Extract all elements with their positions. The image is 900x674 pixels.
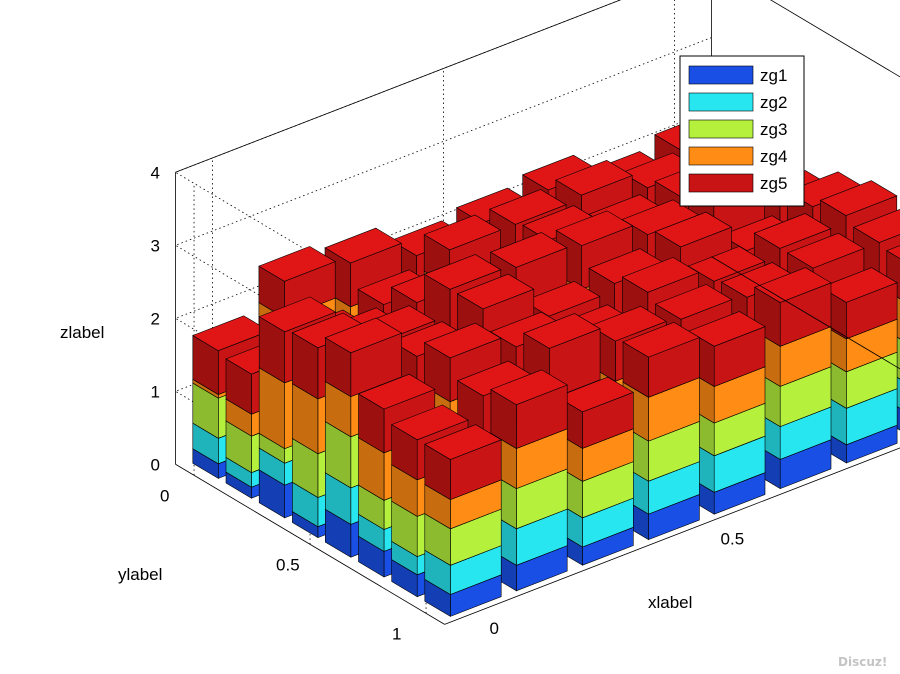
legend-label: zg3 [760,120,787,139]
bar-face-top [489,189,567,225]
axes-edge [444,447,900,625]
legend-swatch [688,119,754,139]
x-axis-label: xlabel [648,593,692,612]
bar-face-top [555,159,633,196]
bar-face-top [391,404,469,441]
legend-swatch [688,173,754,193]
bar-face-top [489,232,568,268]
bar-face-top [258,296,337,333]
x-tick-label: 0 [490,619,499,638]
y-tick-label: 0.5 [276,555,300,574]
bar-face-top [687,246,766,282]
legend-swatch [688,92,754,112]
z-tick-label: 4 [150,163,159,182]
bar-face-top [886,245,900,259]
bar-face-top [589,305,667,342]
legend-label: zg4 [760,147,787,166]
legend: zg1 zg2 zg3 zg4 zg5 [679,55,805,207]
bar-face-top [423,322,502,359]
bar-face-top [555,210,634,246]
bar-face-top [786,232,865,269]
legend-label: zg5 [760,174,787,193]
legend-label: zg2 [760,93,787,112]
bar-face-top [523,313,601,349]
bar-face-top [258,246,336,282]
bar-face-top [456,273,535,310]
bar-face-top [357,373,436,410]
bar-face-top [654,284,733,320]
bar-face-top [622,321,701,358]
bar-face-top [423,254,502,290]
bar-face-top [423,214,502,251]
axes-edge [770,0,900,78]
bar-face-top [819,180,898,216]
legend-label: zg1 [760,66,787,85]
bar-segment [490,369,568,450]
bar-face-top [621,257,700,293]
bar-segment [324,317,403,398]
bar-face-top [324,317,403,354]
z-tick-label: 1 [150,382,159,401]
z-axis-label: zlabel [60,323,104,342]
axes-box-front [444,256,900,625]
bar-face-top [522,280,601,317]
bar-face-top [687,311,766,347]
y-tick-label: 0 [160,486,169,505]
y-axis-label: ylabel [118,565,162,584]
bar-face-top [853,209,900,243]
bar-face-top [424,424,502,460]
bar-segment [622,321,701,398]
bar-face-top [820,267,898,303]
bar-segment [424,424,502,501]
bar-face-top [324,227,402,264]
z-tick-label: 2 [150,309,159,328]
bar-face-top [556,376,634,413]
z-tick-label: 0 [150,455,159,474]
legend-swatch [688,146,754,166]
bar-face-top [490,369,568,406]
z-tick-label: 3 [150,236,159,255]
bar-face-top [654,211,733,248]
y-tick-label: 1 [392,624,401,643]
bars-group [192,114,900,617]
bar-face-top [753,213,832,249]
axes-edge [175,0,622,173]
axes-edge [711,256,900,370]
x-tick-label: 0.5 [721,530,745,549]
legend-swatch [688,65,754,85]
watermark: Discuz! [838,655,887,669]
